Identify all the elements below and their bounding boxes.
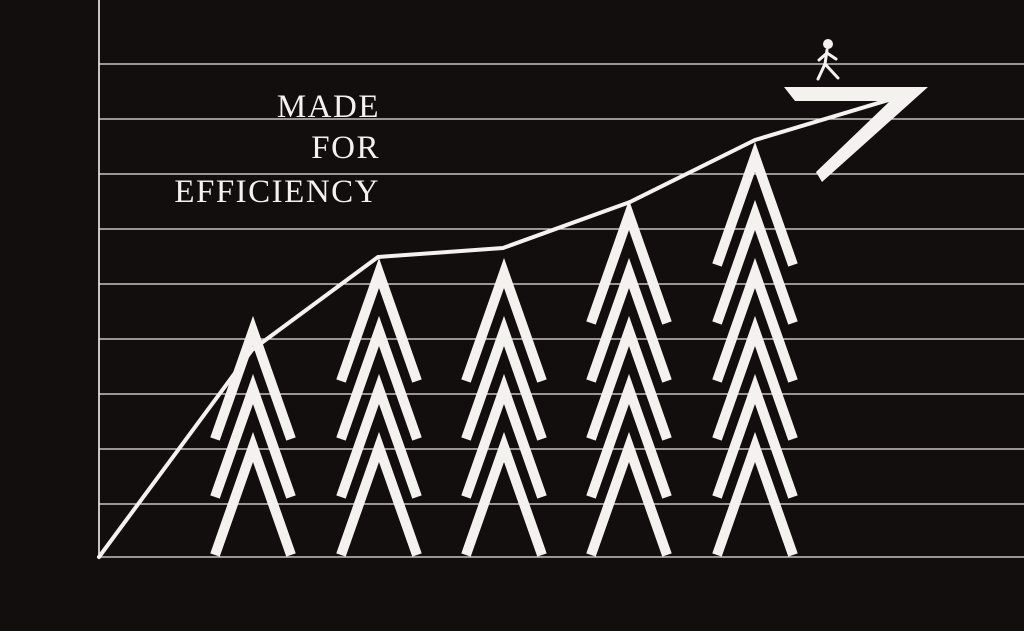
chevron-column — [461, 257, 547, 557]
chevron-mark — [586, 431, 672, 557]
chevron-mark — [336, 373, 422, 499]
rising-trend-line — [97, 96, 897, 559]
chevron-mark — [210, 315, 296, 441]
chevron-mark — [586, 257, 672, 383]
chevron-columns — [210, 141, 798, 557]
chevron-mark — [210, 373, 296, 499]
chevron-column — [712, 141, 798, 557]
chevron-mark — [712, 257, 798, 383]
chevron-column — [586, 199, 672, 557]
chevron-column — [336, 257, 422, 557]
chevron-mark — [461, 257, 547, 383]
chevron-mark — [586, 315, 672, 441]
chevron-mark — [461, 431, 547, 557]
chevron-mark — [712, 199, 798, 325]
chevron-mark — [336, 257, 422, 383]
chevron-mark — [336, 431, 422, 557]
headline-line-1: MADE — [277, 89, 380, 125]
chevron-mark — [336, 315, 422, 441]
chevron-mark — [712, 141, 798, 267]
chevron-mark — [712, 315, 798, 441]
chevron-mark — [586, 373, 672, 499]
arrow-icon — [784, 87, 928, 182]
chevron-mark — [461, 373, 547, 499]
chevron-column — [210, 315, 296, 557]
headline-line-2: FOR — [311, 130, 380, 166]
walking-person-icon — [816, 39, 840, 81]
chevron-mark — [586, 199, 672, 325]
chevron-mark — [712, 373, 798, 499]
chevron-mark — [461, 315, 547, 441]
chevron-mark — [712, 431, 798, 557]
headline-line-3: EFFICIENCY — [174, 174, 380, 210]
chevron-mark — [210, 431, 296, 557]
